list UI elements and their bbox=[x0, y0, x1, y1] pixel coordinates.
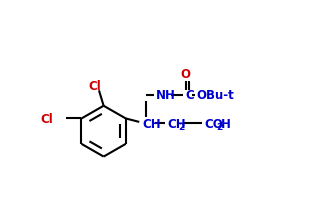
Text: Cl: Cl bbox=[88, 80, 101, 93]
Text: CH: CH bbox=[167, 117, 186, 130]
Text: C: C bbox=[185, 89, 194, 102]
Text: OBu-t: OBu-t bbox=[196, 89, 234, 102]
Text: H: H bbox=[221, 117, 230, 130]
Text: Cl: Cl bbox=[41, 112, 54, 125]
Text: 2: 2 bbox=[216, 122, 222, 131]
Text: CH: CH bbox=[143, 117, 161, 130]
Text: CO: CO bbox=[204, 117, 223, 130]
Text: 2: 2 bbox=[178, 122, 184, 131]
Text: NH: NH bbox=[156, 89, 176, 102]
Text: O: O bbox=[180, 68, 190, 81]
